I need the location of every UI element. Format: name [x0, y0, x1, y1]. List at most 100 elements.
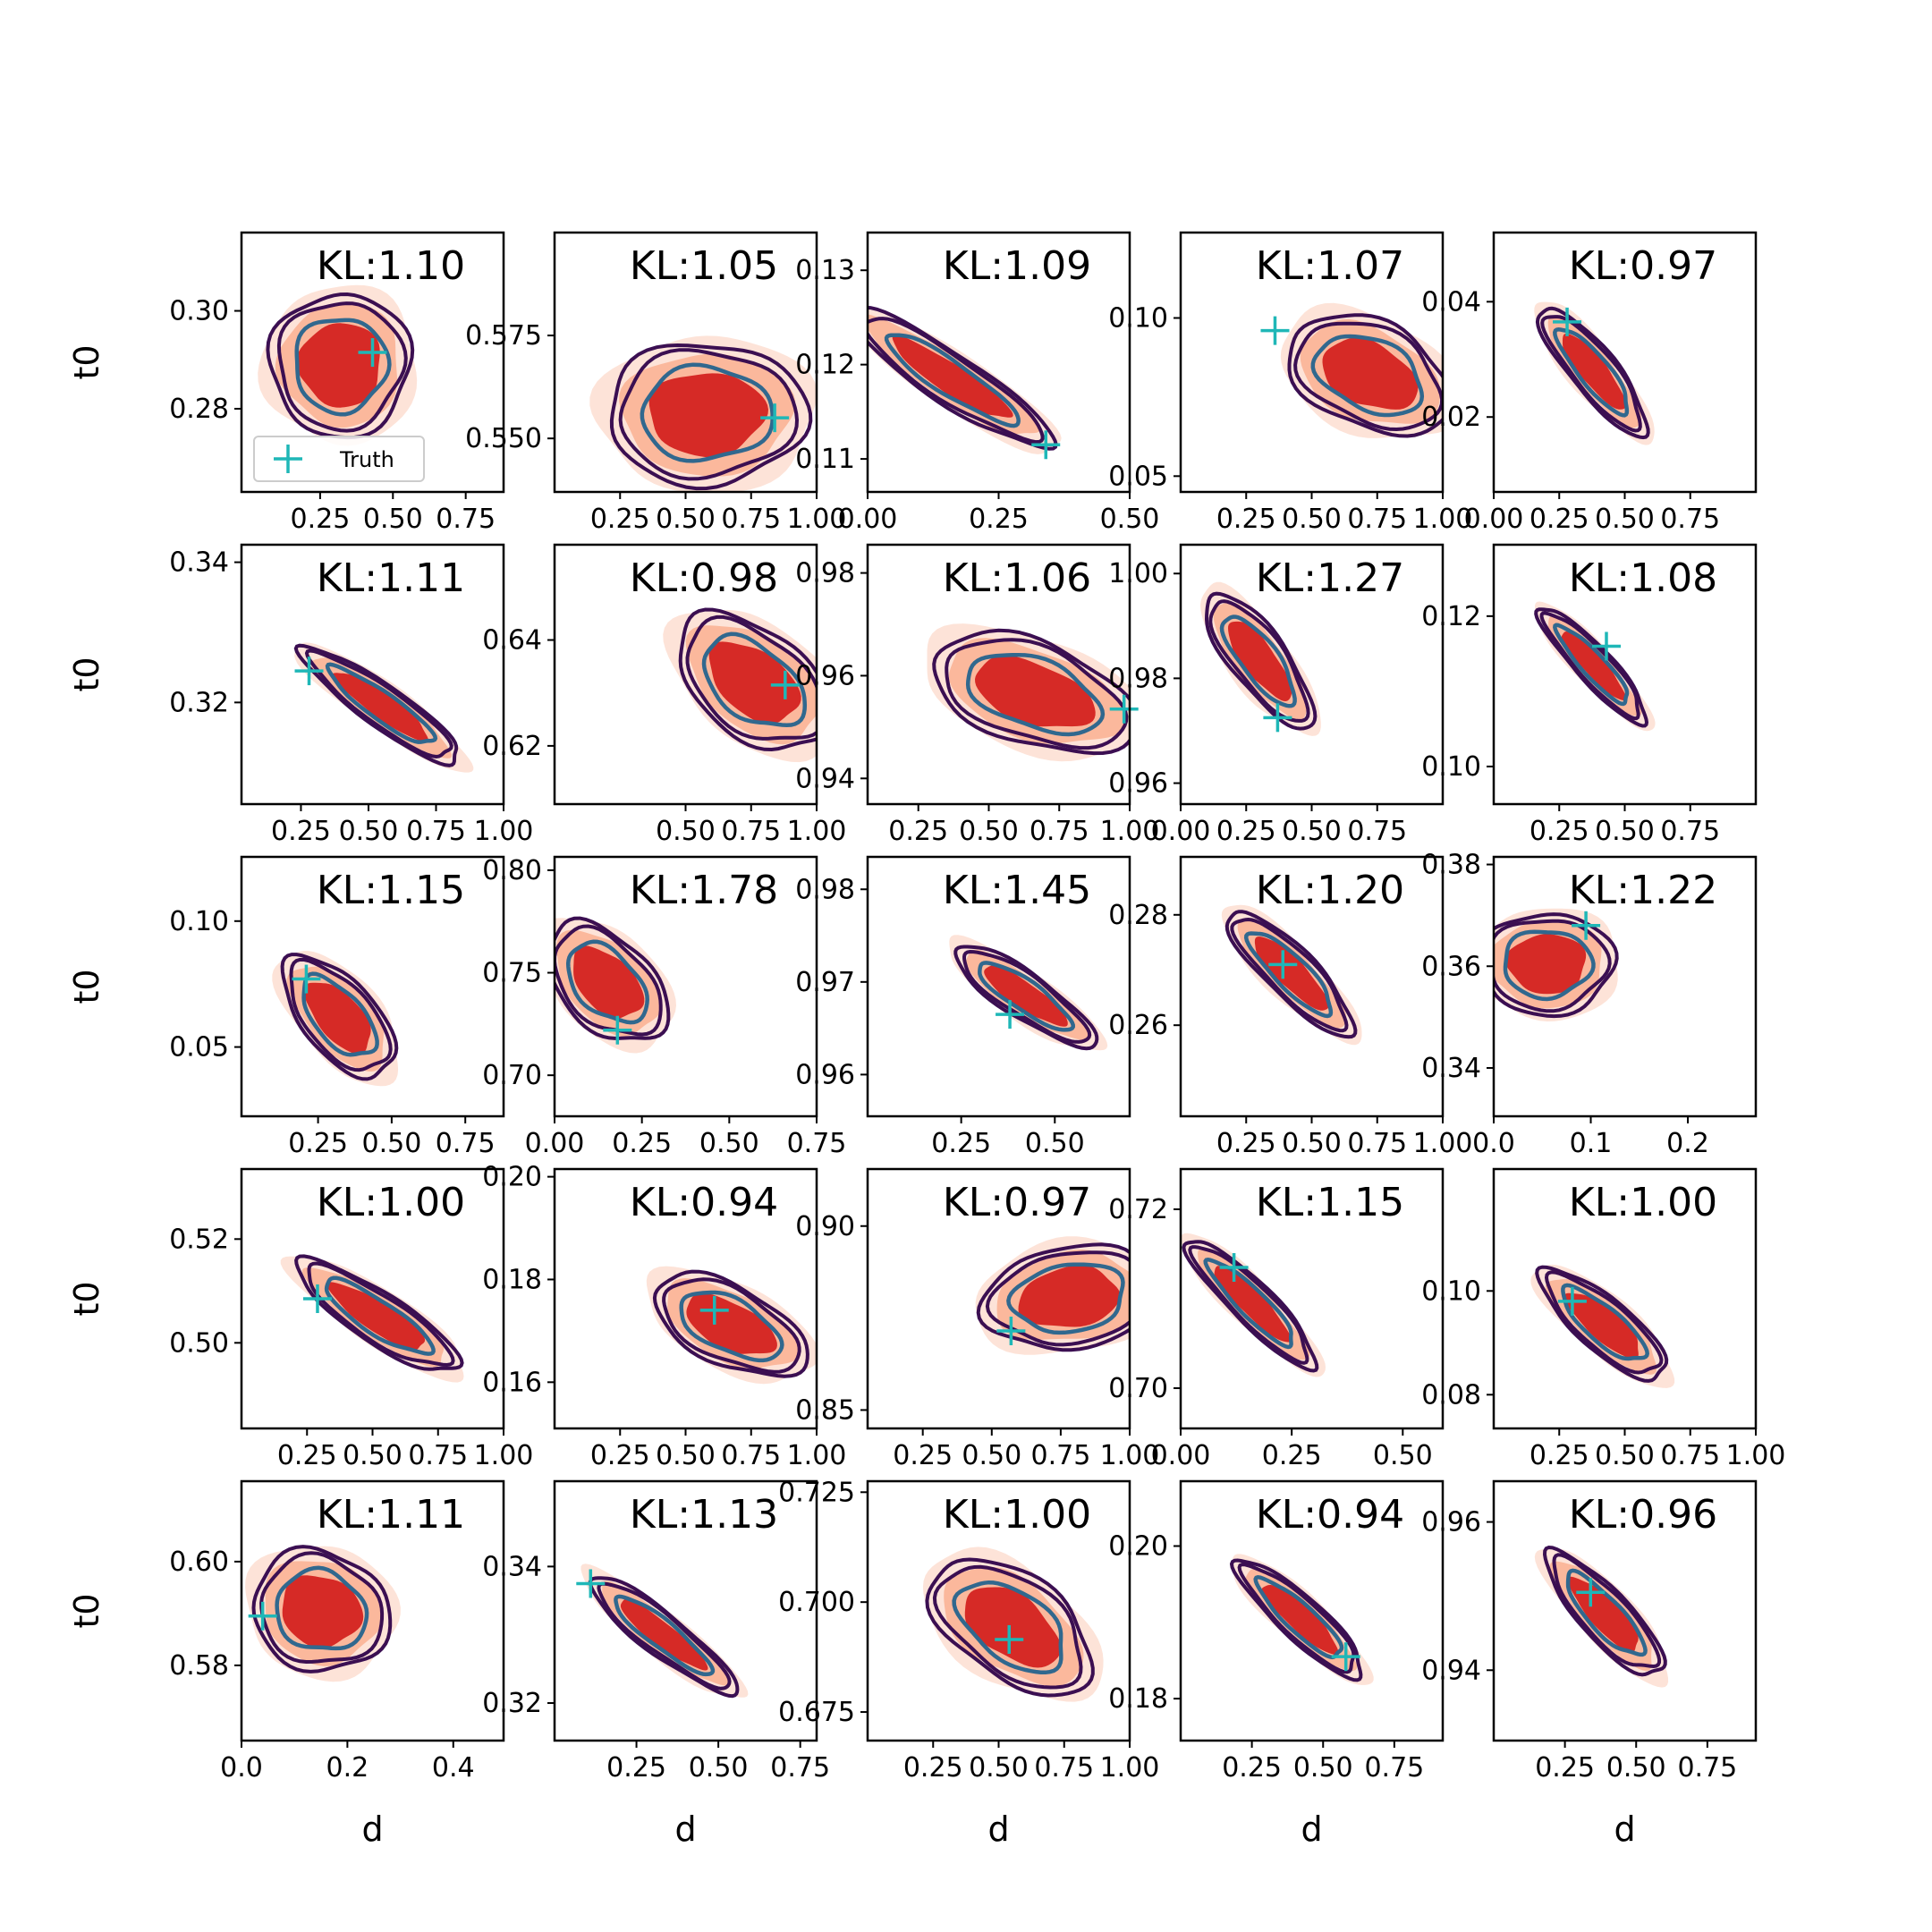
kl-label: KL:1.22: [1569, 868, 1717, 913]
x-tick-label: 0.0: [220, 1752, 263, 1784]
x-tick-label: 0.25: [277, 1440, 337, 1471]
x-tick-label: 0.25: [1216, 1128, 1276, 1159]
y-tick-label: 0.98: [795, 874, 855, 905]
panel-8: 0.25 0.50 0.75 1.00 0.94 0.96 0.98 KL:1.06: [795, 543, 1159, 847]
x-tick-label: 0.25: [931, 1128, 991, 1159]
x-tick-label: 0.50: [699, 1128, 759, 1159]
line-contour-inner: [978, 961, 1075, 1032]
line-contour-outer: [294, 1254, 464, 1371]
x-tick-label: 0.25: [1262, 1440, 1322, 1471]
line-contour-outer: [678, 607, 817, 752]
x-tick-label: 0.4: [432, 1752, 475, 1784]
axes-frame: [1179, 1167, 1445, 1430]
x-tick-label: 0.00: [525, 1128, 585, 1159]
x-axis-label: d: [361, 1809, 383, 1849]
filled-contour-inner: [1561, 631, 1627, 700]
line-contour-inner: [679, 1290, 784, 1363]
line-contour-mid: [932, 1564, 1083, 1690]
y-tick-label: 0.80: [482, 855, 542, 886]
x-axis-label: d: [987, 1809, 1009, 1849]
x-tick-label: 0.50: [959, 816, 1019, 847]
contour-area: [868, 306, 1062, 454]
kl-label: KL:1.15: [1256, 1180, 1404, 1225]
kl-label: KL:1.08: [1569, 555, 1717, 601]
x-tick-label: 0.25: [590, 504, 650, 535]
y-tick-label: 0.02: [1421, 402, 1481, 433]
y-tick-label: 0.34: [482, 1551, 542, 1582]
y-tick-label: 0.52: [169, 1224, 229, 1255]
x-tick-label: 0.75: [770, 1752, 830, 1784]
line-contour-outer: [251, 1545, 393, 1674]
y-tick-label: 0.58: [169, 1650, 229, 1682]
line-contour-outer: [652, 1269, 809, 1378]
y-tick-label: 0.98: [1108, 663, 1168, 694]
line-contour-mid: [1539, 611, 1640, 721]
filled-contour-inner: [1214, 1266, 1292, 1343]
line-contour-mid: [276, 301, 408, 433]
y-tick-label: 0.38: [1421, 850, 1481, 881]
filled-contour-inner: [1018, 1265, 1121, 1327]
line-contour-outer: [280, 953, 399, 1081]
panel-7: 0.50 0.75 1.00 0.62 0.64 KL:0.98: [482, 543, 846, 847]
y-tick-label: 0.85: [795, 1394, 855, 1426]
kl-label: KL:1.00: [317, 1180, 465, 1225]
panel-3: 0.00 0.25 0.50 0.11 0.12 0.13 KL:1.09: [795, 231, 1159, 535]
truth-marker: [770, 670, 800, 699]
x-tick-label: 0.25: [1216, 504, 1276, 535]
x-tick-label: 0.25: [612, 1128, 672, 1159]
truth-marker: [1572, 911, 1601, 940]
line-contour-inner: [640, 362, 775, 463]
y-tick-label: 0.97: [795, 967, 855, 998]
y-tick-label: 0.10: [1421, 1275, 1481, 1307]
x-tick-label: 0.25: [288, 1128, 348, 1159]
line-contour-inner: [301, 971, 379, 1057]
x-tick-label: 1.00: [474, 816, 534, 847]
y-tick-label: 0.16: [482, 1367, 542, 1398]
x-tick-label: 0.25: [606, 1752, 666, 1784]
truth-marker: [1591, 631, 1621, 661]
y-tick-label: 0.94: [795, 763, 855, 794]
axes-frame: [1179, 1479, 1445, 1742]
filled-contour-inner: [332, 673, 428, 742]
contour-area: [646, 1266, 817, 1385]
kl-label: KL:0.97: [943, 1180, 1091, 1225]
axes-frame: [553, 1479, 818, 1742]
contour-area: [1181, 1233, 1326, 1377]
axes-frame: [240, 543, 505, 806]
truth-marker: [1331, 1642, 1360, 1672]
kl-label: KL:1.00: [1569, 1180, 1717, 1225]
kl-label: KL:1.07: [1256, 243, 1404, 289]
line-contour-inner: [614, 1594, 716, 1677]
kl-label: KL:1.45: [943, 868, 1091, 913]
line-contour-outer: [976, 1242, 1130, 1352]
contour-area: [927, 623, 1130, 762]
contour-area: [1534, 601, 1656, 732]
line-contour-outer: [266, 292, 415, 440]
line-contour-mid: [289, 957, 393, 1072]
y-tick-label: 0.05: [1108, 461, 1168, 492]
filled-contour-inner: [295, 323, 380, 408]
x-tick-label: 0.0: [1472, 1128, 1515, 1159]
line-contour-outer: [588, 1576, 740, 1699]
x-tick-label: 0.1: [1570, 1128, 1613, 1159]
x-tick-label: 1.00: [1413, 1128, 1473, 1159]
x-tick-label: 0.25: [1530, 1440, 1589, 1471]
y-tick-label: 0.32: [482, 1688, 542, 1719]
y-tick-label: 0.60: [169, 1546, 229, 1578]
panel-5: 0.00 0.25 0.50 0.75 0.02 0.04 KL:0.97: [1421, 231, 1758, 535]
truth-marker: [1260, 316, 1290, 345]
line-contour-mid: [1293, 321, 1443, 432]
filled-contour-inner: [1504, 934, 1587, 995]
x-tick-label: 0.75: [1034, 1752, 1094, 1784]
line-contour-outer: [932, 628, 1130, 756]
line-contour-outer: [1542, 1545, 1667, 1677]
x-tick-label: 0.75: [1660, 1440, 1720, 1471]
line-contour-inner: [1503, 929, 1596, 1002]
truth-marker: [1553, 307, 1582, 336]
panel-12: 0.00 0.25 0.50 0.75 0.70 0.75 0.80 KL:1.78: [482, 855, 846, 1159]
x-tick-label: 1.00: [787, 1440, 847, 1471]
contour-area: [258, 284, 418, 446]
x-tick-label: 0.75: [406, 816, 466, 847]
